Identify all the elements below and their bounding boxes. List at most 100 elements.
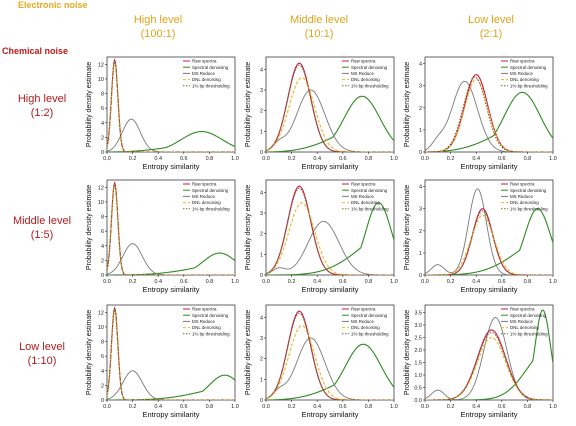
legend-entry-ms: MS Reduce <box>192 194 215 199</box>
chemical-noise-label: Chemical noise <box>2 46 69 56</box>
y-tick-label: 2.5 <box>414 336 422 342</box>
x-tick-label: 0.0 <box>262 156 270 162</box>
col-header-level: Low level <box>468 14 514 26</box>
y-axis-label: Probability density estimate <box>404 185 411 270</box>
x-tick-label: 0.4 <box>154 156 162 162</box>
legend-entry-ms: MS Reduce <box>510 71 533 76</box>
y-tick-label: 12 <box>98 185 104 191</box>
plot-frame <box>424 179 554 276</box>
y-tick-label: 6 <box>101 106 104 112</box>
y-tick-label: 12 <box>98 62 104 68</box>
x-axis-label: Entropy similarity <box>301 410 358 419</box>
x-tick-label: 0.0 <box>103 404 111 410</box>
series-line-ms <box>266 337 394 400</box>
x-tick-label: 0.6 <box>180 156 188 162</box>
x-tick-label: 0.6 <box>498 404 506 410</box>
y-tick-label: 0 <box>101 273 104 279</box>
y-tick-label: 2 <box>101 258 104 264</box>
x-tick-label: 0.6 <box>180 404 188 410</box>
y-tick-label: 0 <box>419 150 422 156</box>
series-line-dnl <box>266 202 394 275</box>
y-tick-label: 3.0 <box>414 323 422 329</box>
y-tick-label: 10 <box>98 200 104 206</box>
series-line-threshold <box>107 307 235 400</box>
legend-entry-dnl: DNL denoising <box>192 325 221 330</box>
row-header-low: Low level (1:10) <box>2 340 82 368</box>
x-tick-label: 0.0 <box>262 279 270 285</box>
chart-panel-r2c2: 0 1 2 3 4 0.0 0.2 0.4 0.6 0.8 1.0 Entropy similarit… <box>245 179 398 294</box>
chart-panel-r1c3: 0 1 2 3 4 0.0 0.2 0.4 0.6 0.8 1.0 Entropy similarit… <box>404 56 557 171</box>
legend-entry-spectral: Spectral denoising <box>192 188 229 193</box>
x-tick-label: 0.0 <box>103 279 111 285</box>
x-axis-label: Entropy similarity <box>142 410 199 419</box>
y-tick-label: 0 <box>260 150 263 156</box>
legend-entry-raw: Raw spectra <box>351 307 376 312</box>
series-line-spectral <box>425 91 553 152</box>
plot-frame <box>106 179 236 276</box>
series-line-ms <box>266 220 394 275</box>
row-header-ratio: (1:2) <box>30 107 54 119</box>
x-tick-label: 0.2 <box>447 156 455 162</box>
y-axis-label: Probability density estimate <box>86 62 93 147</box>
legend-entry-ms: MS Reduce <box>351 71 374 76</box>
legend-entry-ms: MS Reduce <box>510 194 533 199</box>
series-line-dnl <box>107 60 235 152</box>
y-axis-label: Probability density estimate <box>404 310 411 395</box>
series-line-spectral <box>107 130 235 152</box>
x-tick-label: 0.0 <box>421 404 429 410</box>
y-axis-label: Probability density estimate <box>86 185 93 270</box>
legend-entry-dnl: DNL denoising <box>510 200 539 205</box>
series-line-raw <box>107 181 235 275</box>
y-tick-label: 4 <box>419 185 422 191</box>
legend-entry-threshold: 1% bp thresholding <box>510 83 548 88</box>
legend-entry-dnl: DNL denoising <box>510 325 539 330</box>
x-tick-label: 0.8 <box>365 156 373 162</box>
chart-panel-r1c1: 0 2 4 6 8 10 12 0.0 0.2 0.4 0.6 0.8 1.0 Entropy simil… <box>86 56 239 171</box>
series-line-ms <box>425 188 553 275</box>
row-header-level: High level <box>17 93 67 105</box>
series-line-threshold <box>107 182 235 275</box>
y-tick-label: 4 <box>419 62 422 68</box>
legend-entry-spectral: Spectral denoising <box>192 65 229 70</box>
legend-entry-raw: Raw spectra <box>351 182 376 187</box>
x-tick-label: 1.0 <box>231 156 239 162</box>
legend-entry-raw: Raw spectra <box>510 307 535 312</box>
series-line-ms <box>107 243 235 275</box>
legend-entry-spectral: Spectral denoising <box>192 313 229 318</box>
legend-entry-threshold: 1% bp thresholding <box>192 206 230 211</box>
chart-panel-r2c1: 0 2 4 6 8 10 12 0.0 0.2 0.4 0.6 0.8 1.0 Entropy simil… <box>86 179 239 294</box>
series-line-dnl <box>107 183 235 275</box>
y-tick-label: 0.0 <box>414 398 422 404</box>
x-tick-label: 0.8 <box>524 156 532 162</box>
series-line-spectral <box>425 309 553 400</box>
x-tick-label: 0.2 <box>288 404 296 410</box>
y-tick-label: 4 <box>101 121 104 127</box>
legend-entry-spectral: Spectral denoising <box>510 188 547 193</box>
chart-panel-r3c2: 0 1 2 3 4 0.0 0.2 0.4 0.6 0.8 1.0 Entropy similarit… <box>245 304 398 419</box>
col-header-level: High level <box>133 14 183 26</box>
y-tick-label: 3 <box>260 88 263 94</box>
series-line-ms <box>107 370 235 400</box>
y-tick-label: 2 <box>419 106 422 112</box>
legend-entry-dnl: DNL denoising <box>351 200 380 205</box>
x-tick-label: 0.4 <box>472 156 480 162</box>
legend-entry-threshold: 1% bp thresholding <box>351 331 389 336</box>
series-line-spectral <box>266 95 394 152</box>
chart-panel-r3c3: 0.0 0.5 1.0 1.5 2.0 2.5 3.0 3.5 0.0 0.2 0.4 0.6 0.8 1… <box>404 304 557 419</box>
series-line-ms <box>107 118 235 152</box>
legend-entry-raw: Raw spectra <box>510 59 535 64</box>
row-header-level: Middle level <box>12 215 72 227</box>
chart-panel-r1c2: 0 1 2 3 4 0.0 0.2 0.4 0.6 0.8 1.0 Entropy similarit… <box>245 56 398 171</box>
x-tick-label: 0.2 <box>447 404 455 410</box>
plot-frame <box>424 304 554 401</box>
y-tick-label: 3 <box>260 211 263 217</box>
series-line-ms <box>425 317 553 400</box>
x-tick-label: 0.0 <box>262 404 270 410</box>
electronic-noise-label: Electronic noise <box>18 0 88 10</box>
